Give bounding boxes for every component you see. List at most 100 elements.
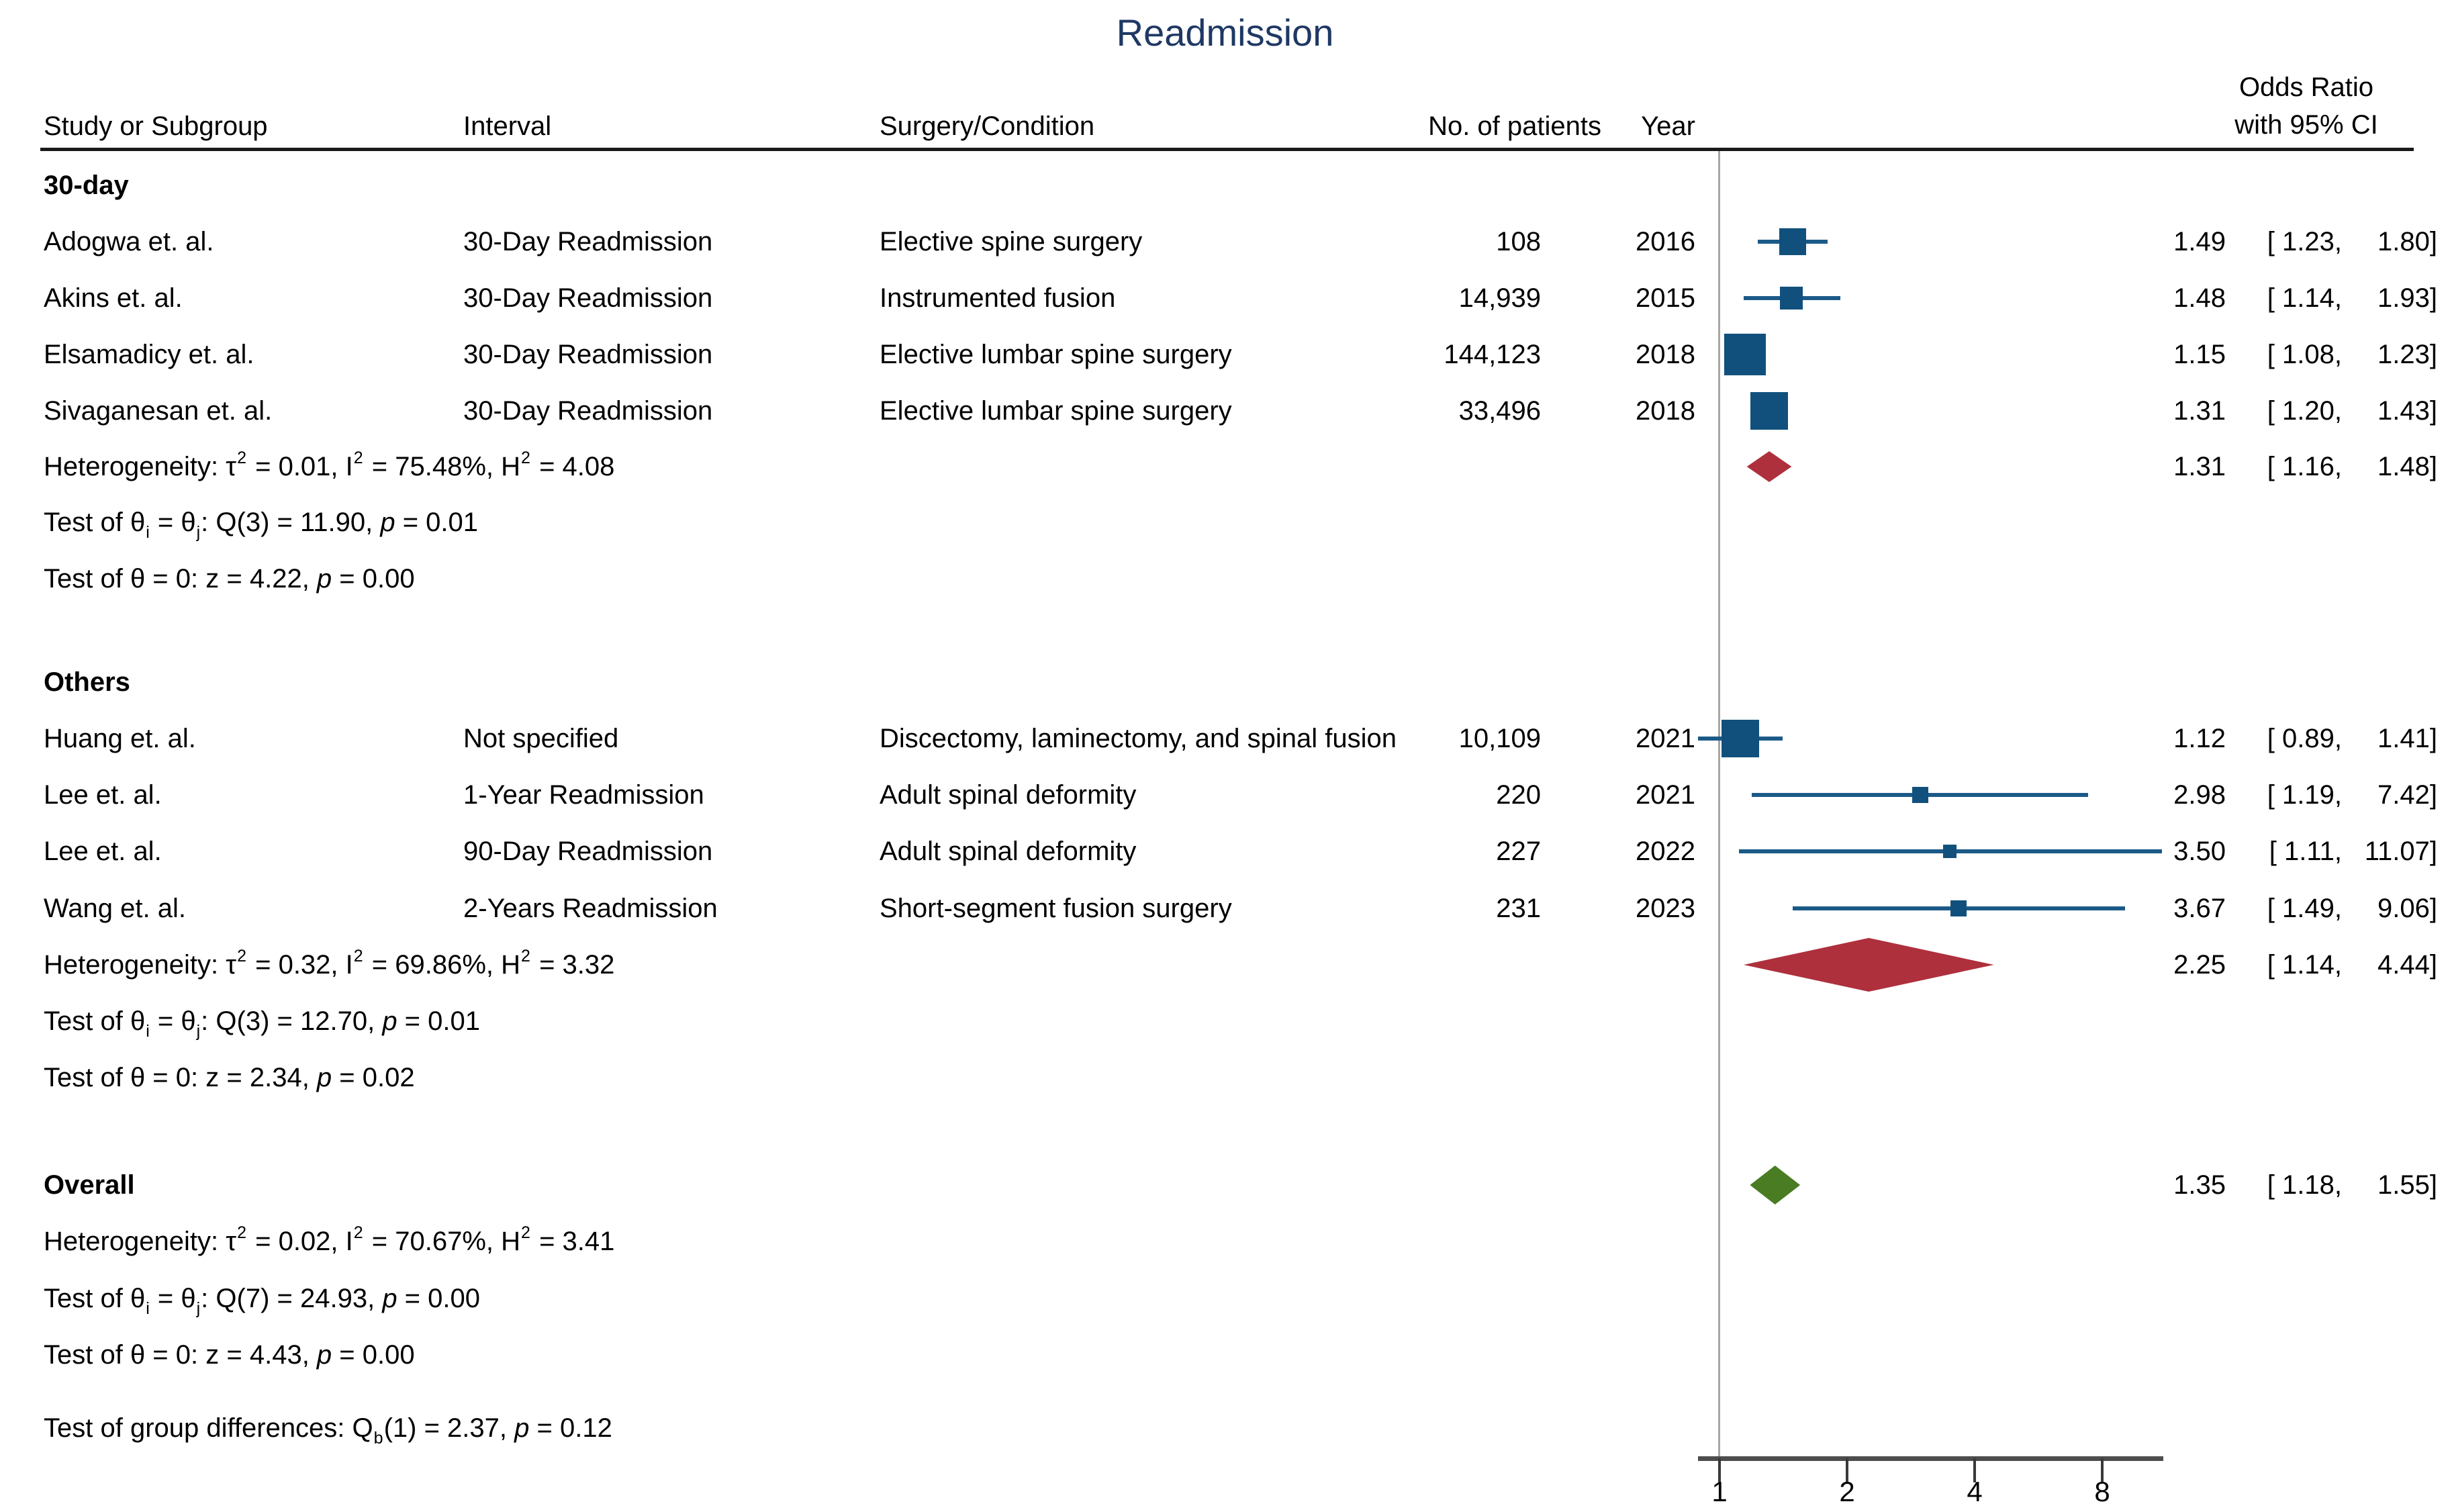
study-name: Elsamadicy et. al. [44,340,254,369]
or-ci-low: [ 0.89, [2267,724,2342,753]
subgroup-summary-diamond [1743,938,1994,992]
year-cell: 2021 [1636,724,1695,753]
or-ci-high: 1.41] [2377,724,2437,753]
or-estimate: 2.98 [2173,780,2226,810]
heterogeneity-line: Heterogeneity: τ2 = 0.01, I2 = 75.48%, H… [44,448,615,481]
patients-cell: 10,109 [1458,724,1541,753]
or-estimate: 1.31 [2173,396,2226,426]
or-estimate: 1.15 [2173,340,2226,369]
or-ci-high: 1.80] [2377,227,2437,256]
year-cell: 2015 [1636,283,1695,313]
study-name: Lee et. al. [44,780,162,810]
patients-cell: 14,939 [1458,283,1541,313]
or-estimate: 1.48 [2173,283,2226,313]
group-label: 30-day [44,171,129,200]
test-theta-zero-line: Test of θ = 0: z = 2.34, p = 0.02 [44,1063,415,1092]
group-label: Overall [44,1170,135,1200]
subgroup-summary-diamond [1746,451,1792,482]
or-ci-high: 1.48] [2377,452,2437,481]
patients-cell: 144,123 [1444,340,1541,369]
study-marker [1779,228,1807,255]
axis-tick [1846,1458,1848,1482]
study-name: Wang et. al. [44,894,186,923]
interval-cell: 1-Year Readmission [463,780,704,810]
surgery-cell: Elective spine surgery [880,227,1143,256]
axis-tick-label: 4 [1967,1476,1983,1507]
col-header-odds-ratio-line2: with 95% CI [2234,110,2378,140]
or-ci-high: 11.07] [2364,837,2437,866]
col-header-surgery: Surgery/Condition [880,111,1095,141]
year-cell: 2018 [1636,340,1695,369]
test-theta-eq-line: Test of θi = θj: Q(3) = 12.70, p = 0.01 [44,1006,480,1041]
or-ci-high: 1.93] [2377,283,2437,313]
col-header-interval: Interval [463,111,552,141]
reference-line [1718,151,1720,1458]
col-header-year: Year [1641,111,1695,141]
or-ci-low: [ 1.49, [2267,894,2342,923]
interval-cell: Not specified [463,724,619,753]
or-ci-low: [ 1.23, [2267,227,2342,256]
or-ci-low: [ 1.20, [2267,396,2342,426]
axis-tick [1718,1458,1721,1482]
study-name: Huang et. al. [44,724,196,753]
or-ci-low: [ 1.11, [2269,837,2342,866]
year-cell: 2021 [1636,780,1695,810]
year-cell: 2016 [1636,227,1695,256]
col-header-odds-ratio-line1: Odds Ratio [2239,73,2374,102]
patients-cell: 231 [1496,894,1541,923]
or-estimate: 3.50 [2173,837,2226,866]
or-estimate: 3.67 [2173,894,2226,923]
or-ci-low: [ 1.08, [2267,340,2342,369]
col-header-patients: No. of patients [1428,111,1601,141]
study-marker [1780,287,1803,310]
surgery-cell: Adult spinal deformity [880,780,1137,810]
overall-summary-diamond [1750,1166,1801,1204]
interval-cell: 90-Day Readmission [463,837,713,866]
study-marker [1943,845,1957,858]
or-ci-low: [ 1.18, [2267,1170,2342,1200]
year-cell: 2018 [1636,396,1695,426]
or-estimate: 1.12 [2173,724,2226,753]
or-ci-high: 1.43] [2377,396,2437,426]
or-ci-low: [ 1.16, [2267,452,2342,481]
study-name: Sivaganesan et. al. [44,396,273,426]
test-theta-eq-line: Test of θi = θj: Q(7) = 24.93, p = 0.00 [44,1284,480,1318]
group-label: Others [44,667,130,697]
study-marker [1950,900,1967,916]
study-marker [1912,787,1929,803]
or-ci-high: 1.23] [2377,340,2437,369]
patients-cell: 108 [1496,227,1541,256]
study-name: Lee et. al. [44,837,162,866]
study-name: Akins et. al. [44,283,183,313]
or-ci-low: [ 1.14, [2267,950,2342,980]
test-theta-zero-line: Test of θ = 0: z = 4.22, p = 0.00 [44,564,415,594]
header-rule [40,148,2414,151]
study-marker [1750,392,1789,430]
heterogeneity-line: Heterogeneity: τ2 = 0.02, I2 = 70.67%, H… [44,1223,615,1256]
surgery-cell: Elective lumbar spine surgery [880,340,1232,369]
heterogeneity-line: Heterogeneity: τ2 = 0.32, I2 = 69.86%, H… [44,947,615,980]
or-ci-high: 4.44] [2377,950,2437,980]
or-ci-high: 9.06] [2377,894,2437,923]
year-cell: 2023 [1636,894,1695,923]
col-header-study: Study or Subgroup [44,111,268,141]
surgery-cell: Elective lumbar spine surgery [880,396,1232,426]
or-ci-high: 7.42] [2377,780,2437,810]
axis-tick [1973,1458,1976,1482]
or-estimate: 1.31 [2173,452,2226,481]
axis-tick [2101,1458,2104,1482]
patients-cell: 220 [1496,780,1541,810]
study-name: Adogwa et. al. [44,227,214,256]
or-ci-low: [ 1.19, [2267,780,2342,810]
patients-cell: 33,496 [1458,396,1541,426]
surgery-cell: Discectomy, laminectomy, and spinal fusi… [880,724,1397,753]
study-marker [1724,334,1766,375]
patients-cell: 227 [1496,837,1541,866]
year-cell: 2022 [1636,837,1695,866]
or-ci-low: [ 1.14, [2267,283,2342,313]
interval-cell: 30-Day Readmission [463,340,713,369]
study-marker [1722,720,1760,757]
test-theta-zero-line: Test of θ = 0: z = 4.43, p = 0.00 [44,1340,415,1370]
interval-cell: 2-Years Readmission [463,894,718,923]
